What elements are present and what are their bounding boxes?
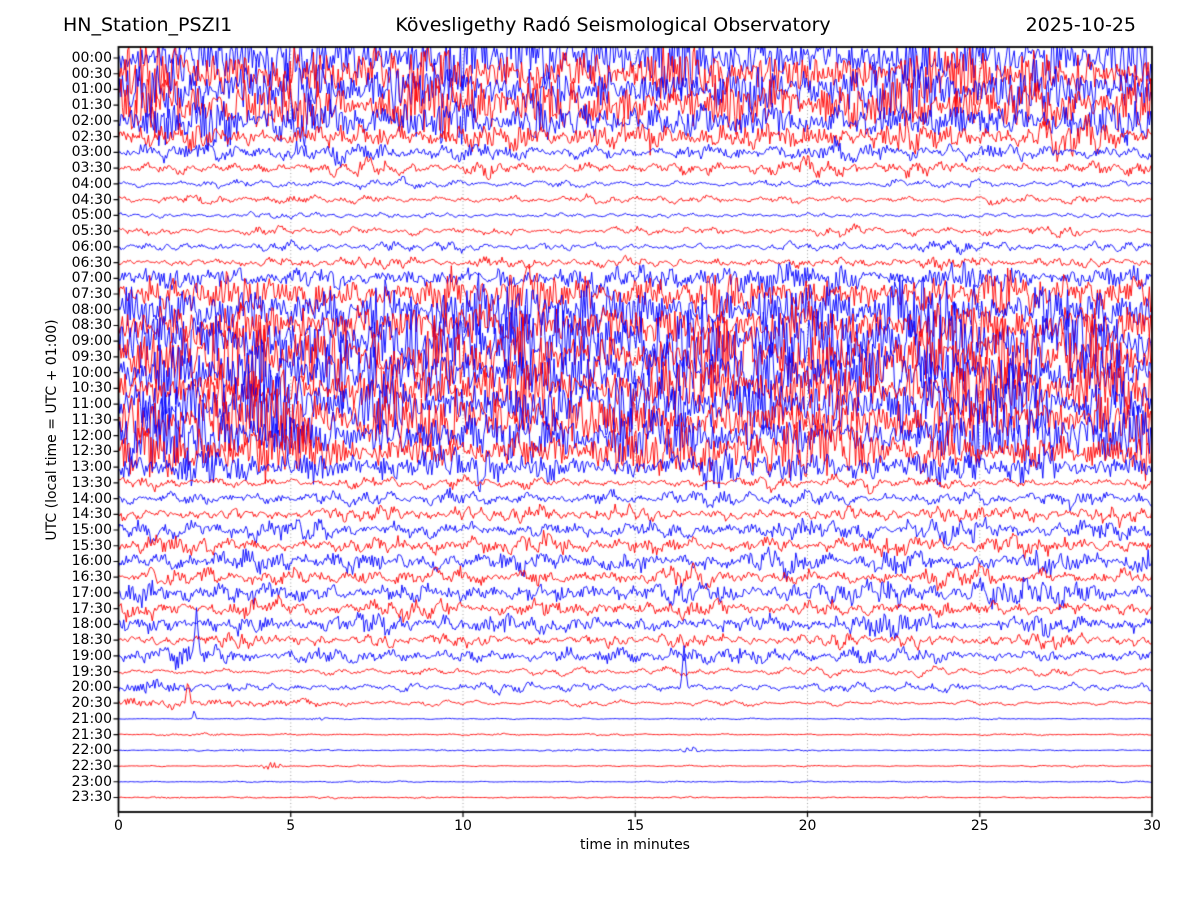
x-tick-label: 5	[286, 818, 296, 834]
y-tick-label: 21:30	[71, 726, 112, 743]
x-tick-label: 10	[454, 818, 472, 834]
observatory-title: Kövesligethy Radó Seismological Observat…	[395, 14, 831, 36]
y-tick-label: 13:00	[71, 459, 112, 476]
x-tick-label: 25	[970, 818, 989, 834]
y-tick-label: 10:30	[71, 380, 112, 397]
y-tick-label: 23:30	[71, 789, 112, 806]
y-tick-label: 08:00	[71, 301, 112, 318]
y-tick-label: 15:00	[71, 522, 112, 539]
x-tick-label: 30	[1143, 818, 1161, 834]
y-tick-label: 18:00	[71, 616, 112, 633]
station-title: HN_Station_PSZI1	[63, 14, 233, 36]
x-axis-label: time in minutes	[580, 837, 690, 853]
y-tick-label: 22:30	[71, 758, 112, 775]
y-tick-label: 09:30	[71, 348, 112, 365]
y-tick-label: 12:00	[71, 427, 112, 444]
y-tick-label: 19:30	[71, 663, 112, 680]
y-tick-label: 03:00	[71, 144, 112, 161]
y-tick-label: 22:00	[71, 742, 112, 759]
y-tick-label: 06:30	[71, 254, 112, 271]
x-tick-label: 0	[114, 818, 123, 834]
y-tick-label: 00:30	[71, 65, 112, 82]
y-tick-label: 18:30	[71, 632, 112, 649]
y-tick-label: 01:30	[71, 97, 112, 114]
y-tick-label: 09:00	[71, 333, 112, 350]
y-tick-label: 01:00	[71, 81, 112, 98]
y-tick-label: 15:30	[71, 537, 112, 554]
y-tick-label: 07:30	[71, 286, 112, 302]
y-tick-label: 07:00	[71, 270, 112, 287]
y-tick-label: 17:30	[71, 600, 112, 617]
y-tick-label: 04:30	[71, 191, 112, 208]
y-tick-label: 02:30	[71, 128, 112, 145]
y-tick-label: 23:00	[71, 773, 112, 790]
y-tick-label: 16:00	[71, 553, 112, 570]
y-tick-label: 08:30	[71, 317, 112, 334]
y-tick-label: 05:30	[71, 223, 112, 240]
x-tick-label: 20	[798, 818, 817, 834]
y-tick-label: 03:30	[71, 160, 112, 177]
y-tick-label: 06:00	[71, 238, 112, 255]
y-tick-label: 00:00	[71, 50, 112, 66]
y-tick-label: 02:00	[71, 112, 112, 129]
y-tick-label: 14:30	[71, 506, 112, 523]
y-tick-label: 14:00	[71, 490, 112, 507]
y-tick-label: 20:00	[71, 679, 112, 696]
y-axis-label: UTC (local time = UTC + 01:00)	[44, 319, 60, 541]
y-tick-label: 12:30	[71, 443, 112, 460]
y-tick-label: 20:30	[71, 695, 112, 712]
y-tick-label: 13:30	[71, 474, 112, 491]
y-tick-label: 04:00	[71, 175, 112, 192]
x-tick-label: 15	[626, 818, 645, 834]
y-tick-label: 17:00	[71, 584, 112, 601]
y-tick-label: 19:00	[71, 647, 112, 664]
date-title: 2025-10-25	[1025, 14, 1136, 36]
y-tick-label: 11:30	[71, 411, 112, 428]
y-tick-label: 10:00	[71, 364, 112, 381]
y-tick-label: 05:00	[71, 207, 112, 224]
y-tick-label: 11:00	[71, 396, 112, 413]
y-tick-label: 16:30	[71, 569, 112, 586]
y-tick-label: 21:00	[71, 710, 112, 727]
